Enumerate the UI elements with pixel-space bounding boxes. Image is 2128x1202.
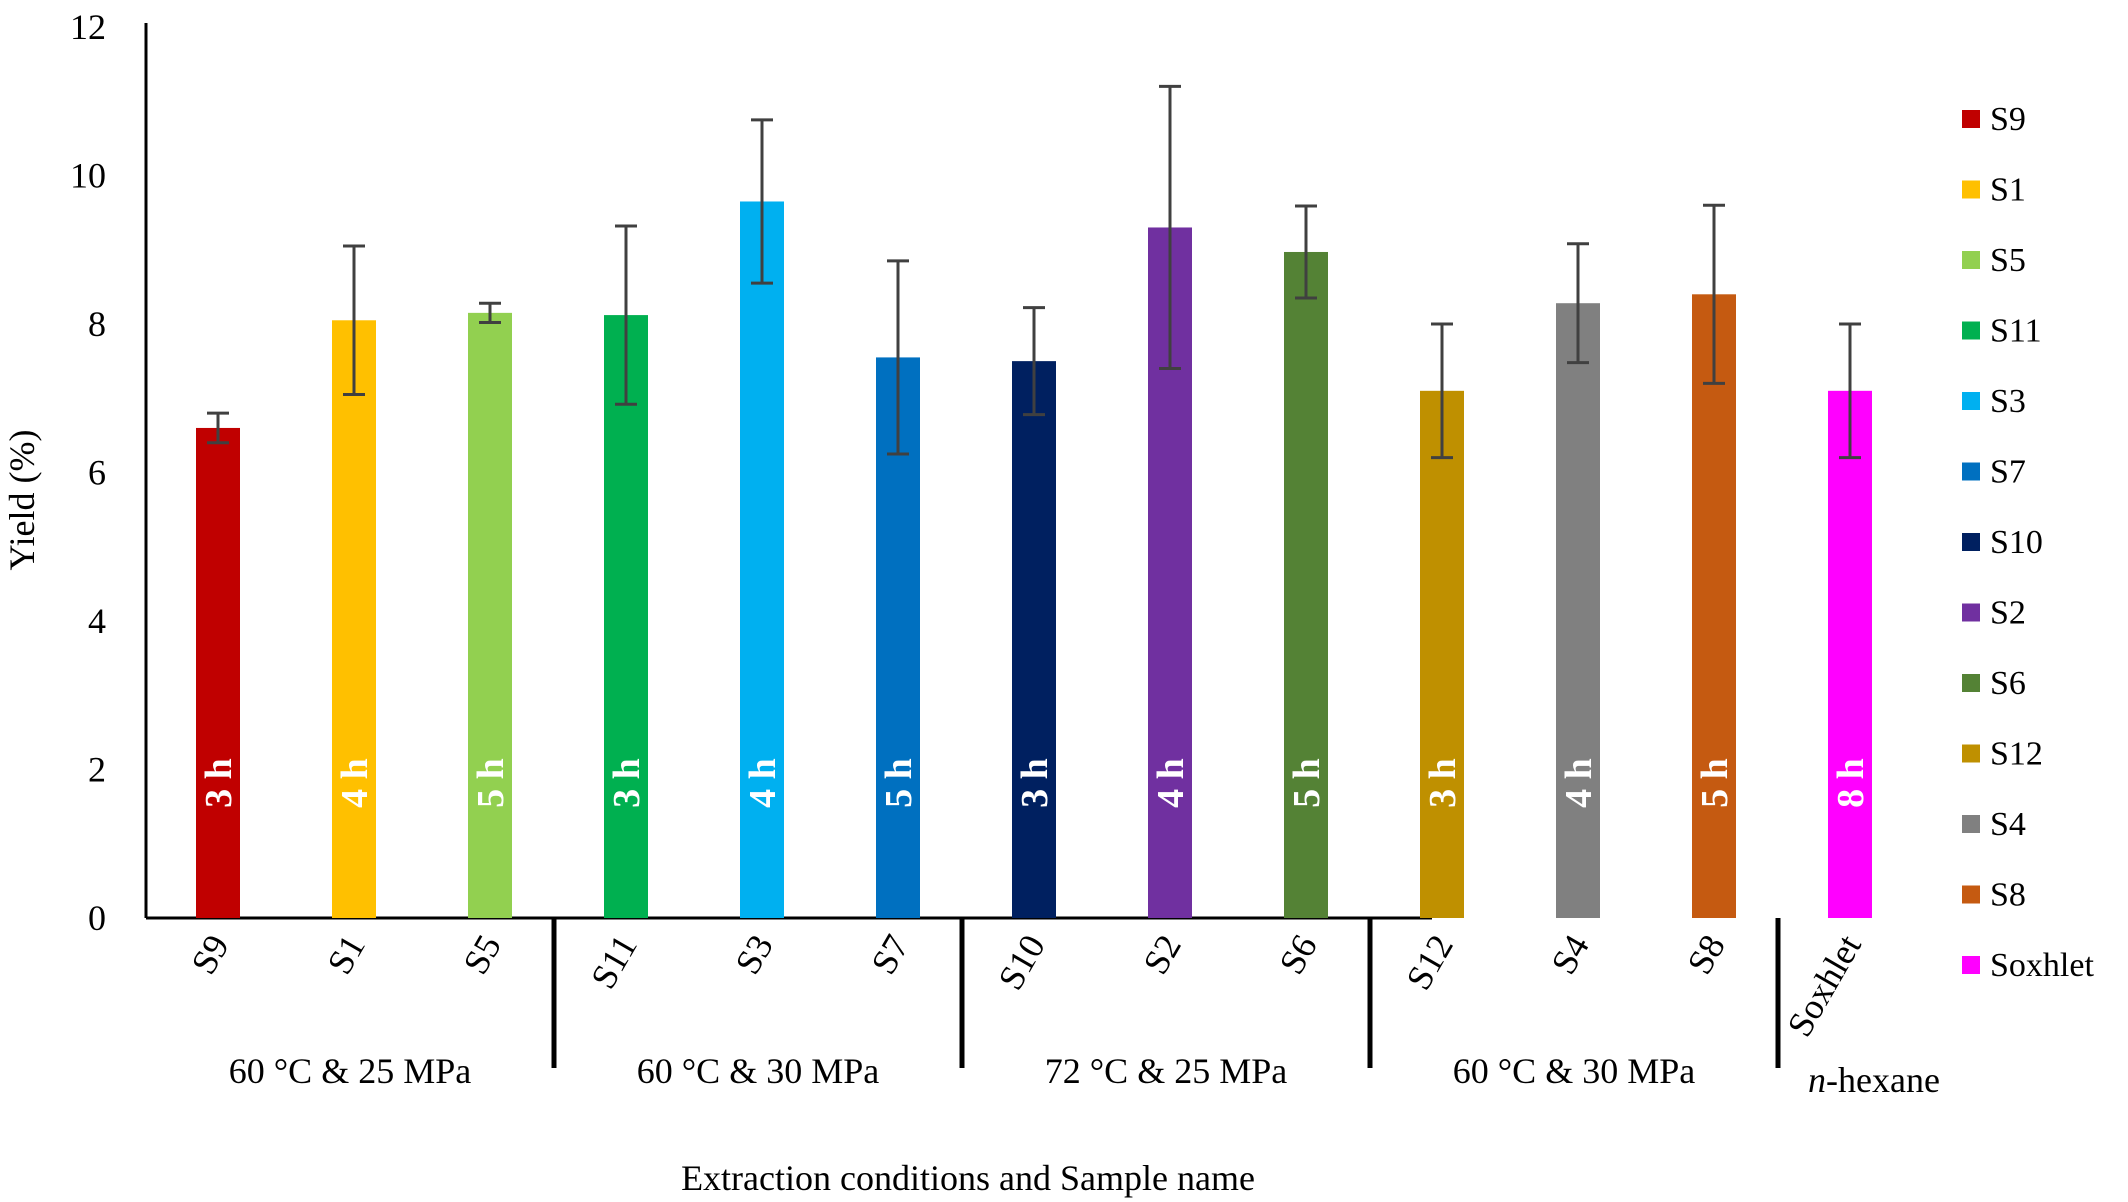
legend-label: S4 xyxy=(1990,806,2026,843)
group-label: 72 °C & 25 MPa xyxy=(1045,1051,1287,1091)
x-tick-labels: S9 S1 S5 S11 S3 S7 S10 S2 S6 S12 S4 S8 Soxhlet xyxy=(183,928,1869,1043)
bar-label: 3 h xyxy=(606,758,648,808)
x-tick-label: S7 xyxy=(863,928,917,981)
x-tick-label: S3 xyxy=(727,928,781,981)
y-tick-label: 2 xyxy=(88,750,106,790)
y-tick-label: 4 xyxy=(88,601,106,641)
legend-swatch xyxy=(1962,392,1980,410)
bar-label: 4 h xyxy=(334,758,376,808)
bar-label: 3 h xyxy=(198,758,240,808)
x-tick-label: S1 xyxy=(319,928,373,981)
y-tick-label: 8 xyxy=(88,304,106,344)
bar-label: 5 h xyxy=(878,758,920,808)
group-labels: 60 °C & 25 MPa 60 °C & 30 MPa 72 °C & 25 M… xyxy=(229,918,1940,1100)
legend-label: S7 xyxy=(1990,454,2026,491)
group-label: n-hexane xyxy=(1808,1060,1940,1100)
x-tick-label: S10 xyxy=(990,928,1053,997)
legend-label: S2 xyxy=(1990,595,2026,632)
bars xyxy=(196,201,1872,919)
legend-swatch xyxy=(1962,885,1980,904)
legend-swatch xyxy=(1962,180,1980,199)
legend-swatch xyxy=(1962,533,1980,551)
y-tick-label: 0 xyxy=(88,898,106,938)
x-tick-label: S12 xyxy=(1398,928,1461,997)
bar-label: 5 h xyxy=(1694,758,1736,808)
bar xyxy=(1284,251,1328,919)
group-label: 60 °C & 30 MPa xyxy=(637,1051,879,1091)
y-tick-label: 12 xyxy=(70,7,106,47)
group-label: 60 °C & 25 MPa xyxy=(229,1051,471,1091)
bar xyxy=(1420,390,1464,918)
bar xyxy=(1012,361,1056,918)
legend-swatch xyxy=(1962,321,1980,340)
x-tick-label: S8 xyxy=(1679,928,1733,981)
bar-label: 4 h xyxy=(742,758,784,808)
x-axis-title: Extraction conditions and Sample name xyxy=(681,1158,1255,1198)
group-label: 60 °C & 30 MPa xyxy=(1453,1051,1695,1091)
bar xyxy=(1692,294,1736,918)
legend-label: S11 xyxy=(1990,313,2042,350)
x-tick-label: Soxhlet xyxy=(1779,928,1869,1043)
bar xyxy=(1828,390,1872,918)
legend-label: S9 xyxy=(1990,101,2026,138)
bar xyxy=(604,315,648,919)
legend-label: S1 xyxy=(1990,172,2026,209)
legend-swatch xyxy=(1962,110,1980,128)
bar-label: 3 h xyxy=(1422,758,1464,808)
bar-label: 5 h xyxy=(1286,758,1328,808)
bar xyxy=(468,312,512,918)
bar xyxy=(740,201,784,919)
legend-swatch xyxy=(1962,674,1980,692)
legend-label: S5 xyxy=(1990,242,2026,279)
bar-label: 3 h xyxy=(1014,758,1056,808)
y-axis-title: Yield (%) xyxy=(2,430,42,571)
x-tick-label: S6 xyxy=(1271,928,1325,981)
x-tick-label: S11 xyxy=(583,928,645,995)
error-bars xyxy=(207,84,1861,460)
y-tick-label: 6 xyxy=(88,453,106,493)
legend-label: S6 xyxy=(1990,665,2026,702)
legend-swatch xyxy=(1962,462,1980,481)
legend-label: Soxhlet xyxy=(1990,947,2094,984)
legend-swatch xyxy=(1962,956,1980,974)
legend-label: S10 xyxy=(1990,524,2043,561)
x-tick-label: S4 xyxy=(1543,928,1597,981)
legend-swatch xyxy=(1962,251,1980,269)
bar-label: 4 h xyxy=(1558,758,1600,808)
y-tick-label: 10 xyxy=(70,156,106,196)
bar xyxy=(332,320,376,919)
x-tick-label: S9 xyxy=(183,928,237,981)
x-tick-label: S5 xyxy=(455,928,509,981)
bar-label: 4 h xyxy=(1150,758,1192,808)
legend-swatch xyxy=(1962,603,1980,622)
legend-swatch xyxy=(1962,744,1980,763)
x-tick-label: S2 xyxy=(1135,928,1189,981)
legend: S9 S1 S5 S11 S3 S7 S10 S2 S6 S12 S4 S8 Soxhlet xyxy=(1962,101,2094,984)
bar-label: 5 h xyxy=(470,758,512,808)
bar-label: 8 h xyxy=(1830,758,1872,808)
bar-labels: 3 h 4 h 5 h 3 h 4 h 5 h 3 h 4 h 5 h 3 h 4 h 5 h 8 h xyxy=(198,758,1872,808)
bar xyxy=(196,427,240,918)
legend-label: S3 xyxy=(1990,383,2026,420)
legend-label: S8 xyxy=(1990,877,2026,914)
bar xyxy=(1556,303,1600,919)
legend-swatch xyxy=(1962,815,1980,833)
legend-label: S12 xyxy=(1990,736,2043,773)
